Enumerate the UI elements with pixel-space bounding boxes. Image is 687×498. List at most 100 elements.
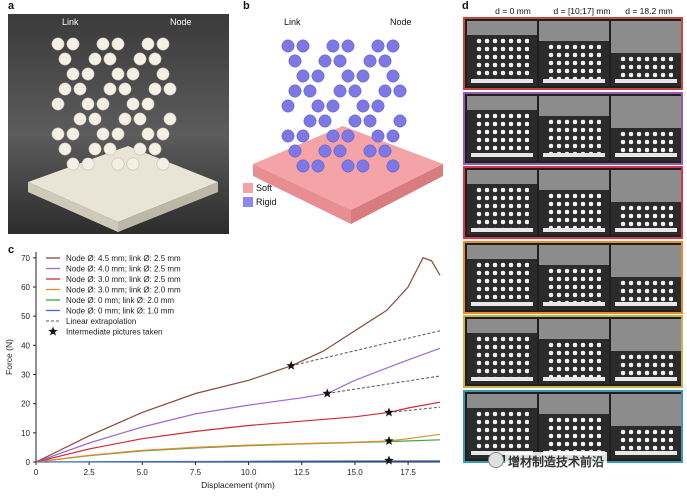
lattice-node (96, 127, 110, 141)
compression-photo (611, 244, 681, 310)
lattice-node (341, 159, 355, 173)
x-tick-label: 10.0 (241, 468, 257, 477)
legend-label: Linear extrapolation (66, 317, 136, 326)
image-row-2 (463, 166, 683, 239)
lattice-specimen (619, 427, 673, 452)
compression-platen (467, 21, 537, 35)
series-line (35, 401, 441, 463)
x-tick-label: 17.5 (400, 468, 416, 477)
lattice-specimen (619, 204, 673, 229)
lattice-node (311, 99, 325, 113)
lattice-node (156, 157, 170, 171)
star-marker (286, 360, 296, 370)
compression-platen (539, 393, 609, 414)
watermark-text: 增材制造技术前沿 (505, 452, 608, 471)
compression-platen (539, 95, 609, 116)
compression-photo (539, 170, 609, 235)
base-plate (471, 78, 533, 83)
lattice-node (311, 159, 325, 173)
legend-label: Node Ø: 3.0 mm; link Ø: 2.5 mm (66, 275, 181, 284)
x-tick-label: 2.5 (84, 468, 96, 477)
compression-photo (539, 95, 609, 161)
lattice-node (288, 144, 302, 158)
lattice-node (393, 114, 407, 128)
compression-platen (611, 393, 681, 426)
compression-photo (467, 21, 537, 86)
legend-label: Node Ø: 0 mm; link Ø: 2.0 mm (66, 296, 174, 305)
compression-platen (611, 319, 681, 351)
lattice-node (66, 67, 80, 81)
image-row-5 (463, 389, 683, 463)
series-line (35, 347, 441, 463)
compression-photo (539, 393, 609, 459)
lattice-node (88, 142, 102, 156)
column-title-1: d = [10;17] mm (553, 6, 611, 16)
y-tick-label: 50 (21, 312, 30, 321)
x-tick-label: 5.0 (137, 468, 149, 477)
lattice-node (333, 144, 347, 158)
lattice-node (326, 129, 340, 143)
extrapolation-line (327, 375, 441, 394)
lattice-node (378, 144, 392, 158)
lattice-node (73, 112, 87, 126)
lattice-node (133, 112, 147, 126)
base-plate (615, 78, 677, 83)
lattice-node (51, 127, 65, 141)
lattice-node (296, 69, 310, 83)
series-line (35, 460, 441, 463)
lattice-node (163, 82, 177, 96)
lattice-node (386, 69, 400, 83)
lattice-node (341, 39, 355, 53)
compression-photo (539, 21, 609, 86)
lattice-node (296, 39, 310, 53)
legend-label: Node Ø: 0 mm; link Ø: 1.0 mm (66, 307, 174, 316)
y-tick-label: 40 (21, 341, 30, 350)
image-row-0 (463, 17, 683, 90)
lattice-specimen (547, 415, 601, 452)
lattice-node (111, 37, 125, 51)
base-plate (615, 227, 677, 232)
compression-platen (611, 21, 681, 53)
lattice-node (133, 142, 147, 156)
lattice-specimen (619, 55, 673, 80)
image-row-4 (463, 315, 683, 388)
compression-photo (467, 319, 537, 384)
lattice-node (296, 129, 310, 143)
lattice-node (318, 144, 332, 158)
lattice-node (356, 69, 370, 83)
lattice-node (148, 82, 162, 96)
lattice-node (148, 142, 162, 156)
base-plate (471, 227, 533, 232)
panel-b-render (243, 14, 453, 236)
column-title-2: d = 18.2 mm (625, 6, 673, 16)
lattice-node (386, 39, 400, 53)
panel-a-letter: a (8, 0, 15, 12)
force-displacement-chart: 0 2.5 5.0 7.5 10.0 12.5 15.0 17.5 0 10 20 30 40 50 60 7… (0, 248, 450, 493)
lattice-node (326, 39, 340, 53)
extrapolation-line (388, 406, 441, 413)
legend-label: Node Ø: 4.5 mm; link Ø: 2.5 mm (66, 254, 181, 263)
lattice-node (81, 157, 95, 171)
lattice-node (58, 142, 72, 156)
star-marker (384, 407, 394, 417)
lattice-node (141, 127, 155, 141)
lattice-specimen (619, 278, 673, 303)
star-marker (322, 388, 333, 398)
column-title-0: d = 0 mm (495, 6, 531, 16)
lattice-node (386, 129, 400, 143)
lattice-specimen (475, 335, 529, 378)
base-plate (471, 302, 533, 307)
chart-svg: 0 2.5 5.0 7.5 10.0 12.5 15.0 17.5 0 10 20 30 40 50 60 7… (4, 252, 441, 490)
lattice-node (126, 157, 140, 171)
lattice-specimen (547, 43, 601, 80)
lattice-node (156, 127, 170, 141)
lattice-node (58, 82, 72, 96)
lattice-node (156, 37, 170, 51)
rigid-label: Rigid (256, 197, 277, 207)
extrapolation-line (291, 330, 441, 367)
printed-lattice-photo (28, 37, 218, 232)
compression-platen (611, 95, 681, 128)
series-line (35, 439, 441, 463)
compression-platen (539, 170, 609, 190)
compression-platen (467, 95, 537, 110)
